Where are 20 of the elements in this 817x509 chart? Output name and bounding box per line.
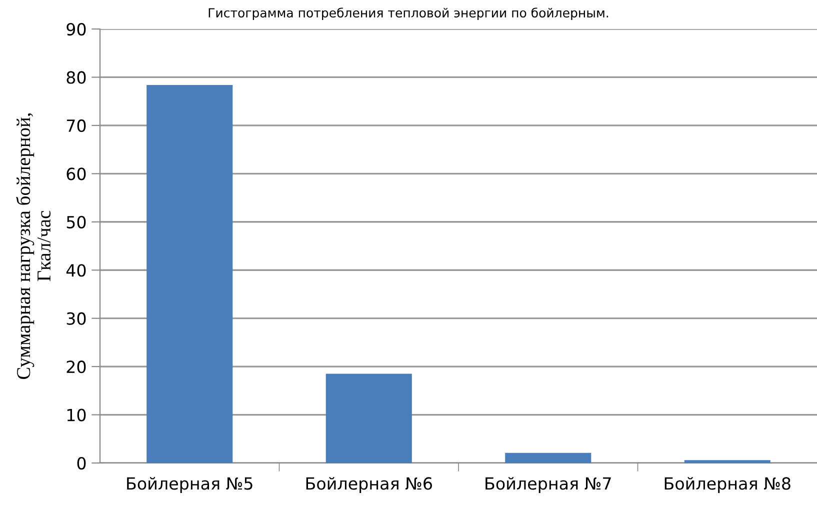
bar — [505, 452, 592, 463]
y-tick-label: 10 — [67, 408, 86, 422]
y-tick-label: 50 — [66, 216, 86, 228]
x-tick-label: Бойлерная №6 — [306, 476, 432, 494]
y-tick-label: 90 — [66, 22, 86, 36]
y-tick-label: 80 — [66, 71, 86, 84]
y-tick-label: 0 — [77, 456, 86, 470]
x-tick-label: Бойлерная №5 — [127, 476, 252, 494]
y-tick-label: 20 — [66, 360, 86, 374]
y-tick-label: 30 — [66, 312, 86, 325]
x-tick-label: Бойлерная №7 — [486, 476, 611, 494]
bar — [146, 84, 233, 463]
y-tick-label: 40 — [66, 264, 86, 277]
y-tick-label: 60 — [66, 168, 86, 180]
bar — [684, 460, 770, 463]
y-tick-label: 70 — [66, 119, 86, 132]
bar — [326, 374, 412, 463]
x-tick-label: Бойлерная №8 — [664, 476, 790, 494]
y-axis-title: Суммарная нагрузка бойлерной, Гкал/час — [16, 113, 51, 380]
chart-title: Гистограмма потребления тепловой энергии по бойлерным. — [208, 8, 608, 20]
